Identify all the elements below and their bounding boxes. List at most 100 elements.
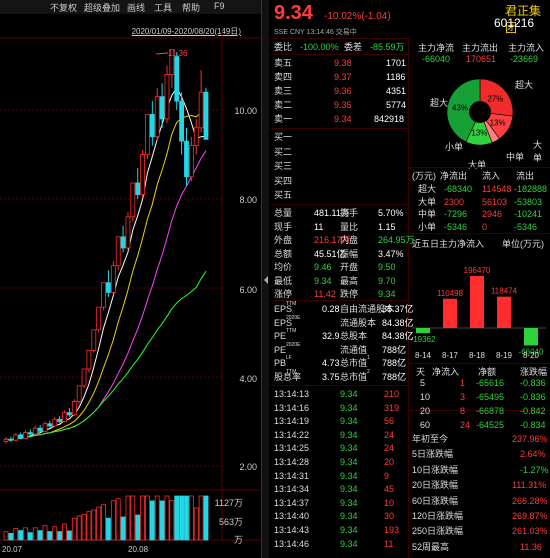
stat-value: 481.11万	[314, 208, 350, 218]
return-label: 年初至今	[412, 434, 449, 444]
date-range-label: 2020/01/09-2020/08/20(149日)	[131, 27, 241, 36]
tick-volume: 9	[384, 470, 390, 481]
flow-days-day: 5	[420, 378, 426, 388]
help-button[interactable]: 帮助	[182, 3, 201, 13]
fund-label: 流通股本	[340, 317, 377, 328]
five-day-bar-label: 110498	[437, 289, 464, 298]
main-out-value: 170651	[466, 54, 497, 64]
tick-price: 9.34	[340, 525, 358, 535]
return-value: 237.96%	[512, 434, 548, 444]
tick-time: 13:14:25	[274, 443, 310, 454]
volume-bar	[76, 515, 82, 541]
f9-button[interactable]: F9	[214, 1, 225, 11]
volume-bar	[101, 504, 106, 541]
fund-label: 流通值	[340, 344, 368, 355]
candle-body	[47, 423, 53, 427]
bid-label: 买三	[274, 161, 293, 171]
vol-tick-label: 563万	[218, 517, 243, 527]
stock-code: 601216	[494, 16, 535, 30]
candle-body	[140, 154, 145, 195]
no-adjust-button[interactable]: 不复权	[50, 3, 78, 13]
pie-label-big-bottom: 大单	[468, 160, 487, 170]
candle-body	[159, 96, 165, 120]
stat-label: 最低	[274, 275, 293, 286]
volume-bar	[96, 506, 102, 541]
stat-label: 均价	[274, 262, 293, 272]
vol-tick-label: 万	[233, 535, 243, 545]
candle-body	[203, 91, 209, 140]
tick-volume: 210	[384, 389, 400, 399]
flow-table-header: 流入	[482, 171, 501, 181]
volume-bar	[13, 528, 19, 541]
tools-button[interactable]: 工具	[154, 3, 173, 13]
volume-bar	[188, 495, 194, 541]
stat-value: 9.70	[378, 275, 396, 286]
flow-days-day: 20	[420, 406, 431, 416]
draw-line-button[interactable]: 画线	[127, 3, 146, 13]
tick-price: 9.34	[340, 484, 358, 495]
tick-time: 13:14:16	[274, 402, 310, 413]
moving-average-line	[5, 87, 207, 441]
volume-bar	[18, 530, 24, 541]
ask-price: 9.38	[334, 58, 352, 68]
flow-days-pct: -0.836	[520, 392, 546, 402]
tick-volume: 30	[384, 511, 395, 522]
weicha-label: 委差	[344, 42, 363, 52]
webi-value: -100.00%	[300, 42, 339, 52]
fund-label: EPS	[274, 304, 293, 314]
y-tick-label: 6.00	[239, 285, 257, 295]
flow-row-name: 超大	[418, 184, 437, 194]
panel-divider[interactable]	[261, 0, 269, 558]
volume-bar	[135, 514, 141, 541]
flow-row-net: -7296	[444, 209, 468, 220]
fund-value: 788亿	[382, 344, 407, 355]
stat-label: 内盘	[340, 235, 359, 245]
return-value: 111.31%	[512, 480, 547, 491]
moving-average-line	[5, 270, 207, 441]
five-day-title: 近五日主力净流入	[412, 239, 485, 249]
tick-price: 9.34	[340, 389, 358, 399]
high-marker	[155, 52, 169, 55]
volume-bar	[154, 495, 160, 541]
stat-value: 264.95万	[378, 235, 415, 245]
bid-label: 买二	[274, 146, 293, 157]
pie-label-mid: 中单	[506, 152, 525, 162]
return-value: 266.28%	[512, 495, 548, 506]
fund-label: 股息率	[274, 371, 302, 382]
pie-slice-label: 13%	[471, 128, 487, 137]
volume-bar	[67, 530, 72, 541]
ask-label: 卖二	[274, 100, 293, 110]
tick-time: 13:14:34	[274, 484, 310, 495]
kline-panel[interactable]: 不复权 超级叠加 画线 工具 帮助 F9 2020/01/09-2020/08/…	[0, 0, 261, 558]
volume-bar	[120, 516, 126, 541]
candle-body	[130, 182, 136, 218]
candle-body	[164, 74, 170, 120]
tick-price: 9.34	[340, 497, 358, 508]
weicha-value: -85.59万	[370, 42, 405, 52]
fund-value: 35.37亿	[382, 304, 414, 314]
candle-body	[125, 216, 131, 249]
candle-body	[86, 349, 92, 370]
flow-row-out: -10241	[514, 209, 543, 220]
fund-label: EPS	[274, 317, 293, 328]
tick-time: 13:14:37	[274, 497, 310, 508]
stat-value: 1.15	[378, 221, 396, 232]
volume-bar	[27, 532, 33, 541]
candle-body	[71, 401, 77, 416]
candlestick-chart[interactable]: 11.36	[0, 0, 261, 558]
volume-bar	[57, 531, 63, 541]
five-day-unit: 单位(万元)	[502, 239, 544, 249]
volume-bar	[8, 533, 14, 541]
super-overlay-button[interactable]: 超级叠加	[84, 3, 121, 13]
bid-label: 买五	[274, 190, 293, 200]
webi-label: 委比	[274, 42, 293, 52]
five-day-date-label: 8-19	[496, 351, 513, 360]
fund-value: 788亿	[382, 371, 407, 382]
flow-row-in: 114548	[482, 184, 512, 194]
flow-days-count: 24	[460, 420, 471, 430]
return-label: 120日涨跌幅	[412, 511, 464, 521]
toolbar: 不复权 超级叠加 画线 工具 帮助 F9	[0, 0, 261, 14]
fund-value: 0.28	[322, 304, 340, 314]
candle-body	[149, 114, 155, 138]
flow-row-out: -53803	[514, 196, 543, 207]
